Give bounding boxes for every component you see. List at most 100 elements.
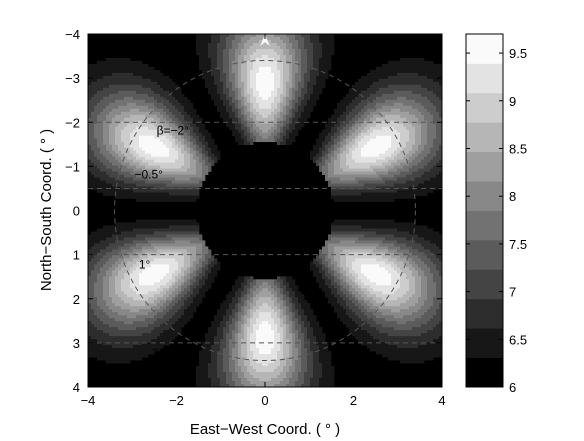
heat-cell: [178, 234, 182, 238]
heat-cell: [295, 114, 299, 119]
heat-cell: [118, 99, 122, 104]
heat-cell: [256, 108, 260, 113]
heat-cell: [298, 114, 302, 119]
heat-cell: [295, 111, 299, 116]
heat-cell: [106, 123, 110, 128]
heat-cell: [163, 195, 167, 199]
heat-cell: [310, 63, 314, 68]
heat-cell: [145, 63, 149, 68]
heat-cell: [367, 234, 371, 238]
heat-cell: [367, 111, 371, 116]
heat-cell: [295, 34, 299, 38]
heat-cell: [403, 114, 407, 119]
heat-cell: [256, 93, 260, 98]
heat-cell: [178, 132, 182, 137]
heat-cell: [376, 117, 380, 122]
heat-cell: [340, 180, 344, 184]
heat-cell: [343, 165, 347, 169]
heat-cell: [193, 171, 197, 175]
heat-cell: [403, 156, 407, 160]
heat-cell: [133, 144, 137, 149]
heat-cell: [127, 114, 131, 119]
heat-cell: [259, 34, 263, 38]
heat-cell: [94, 126, 98, 131]
heat-cell: [97, 69, 101, 74]
heat-cell: [259, 96, 263, 101]
heat-cell: [106, 72, 110, 77]
heat-cell: [274, 84, 278, 89]
heat-cell: [139, 192, 143, 196]
heat-cell: [361, 222, 365, 226]
heat-cell: [154, 219, 158, 223]
heat-cell: [106, 228, 110, 232]
heat-cell: [409, 126, 413, 131]
heat-cell: [424, 132, 428, 137]
heat-cell: [214, 102, 218, 107]
heat-cell: [391, 183, 395, 187]
heat-cell: [364, 231, 368, 235]
heat-cell: [400, 87, 404, 92]
heat-cell: [430, 111, 434, 116]
heat-cell: [346, 198, 350, 202]
heat-cell: [313, 81, 317, 86]
heat-cell: [97, 138, 101, 143]
heat-cell: [184, 192, 188, 196]
heat-cell: [325, 171, 329, 175]
heat-cell: [430, 183, 434, 187]
heat-cell: [121, 132, 125, 137]
heat-cell: [226, 123, 230, 128]
heat-cell: [187, 156, 191, 160]
heat-cell: [292, 138, 296, 143]
heat-cell: [235, 90, 239, 95]
heat-cell: [103, 108, 107, 113]
heat-cell: [262, 54, 266, 59]
heat-cell: [214, 87, 218, 92]
heat-cell: [166, 132, 170, 137]
heat-cell: [382, 102, 386, 107]
heat-cell: [421, 108, 425, 113]
heat-cell: [154, 102, 158, 107]
heat-cell: [142, 150, 146, 155]
heat-cell: [340, 111, 344, 116]
heat-cell: [346, 96, 350, 101]
heat-cell: [187, 114, 191, 119]
heat-cell: [232, 90, 236, 95]
heat-cell: [376, 159, 380, 163]
heat-cell: [307, 96, 311, 101]
heat-cell: [169, 222, 173, 226]
heat-cell: [250, 87, 254, 92]
heat-cell: [340, 156, 344, 160]
heat-cell: [406, 102, 410, 107]
heat-cell: [388, 81, 392, 86]
heat-cell: [202, 153, 206, 157]
heat-cell: [388, 111, 392, 116]
heat-cell: [403, 183, 407, 187]
heat-cell: [193, 186, 197, 190]
heat-cell: [301, 51, 305, 56]
heat-cell: [160, 81, 164, 86]
heat-cell: [109, 141, 113, 146]
heat-cell: [244, 90, 248, 95]
heat-cell: [223, 117, 227, 122]
heat-cell: [391, 75, 395, 80]
heat-cell: [238, 60, 242, 65]
heat-cell: [139, 90, 143, 95]
heat-cell: [370, 219, 374, 223]
heat-cell: [331, 34, 335, 38]
heat-cell: [370, 69, 374, 74]
heat-cell: [157, 162, 161, 166]
heat-cell: [172, 132, 176, 137]
heat-cell: [421, 135, 425, 140]
heat-cell: [136, 111, 140, 116]
heat-cell: [208, 147, 212, 152]
heat-cell: [172, 219, 176, 223]
heat-cell: [205, 171, 209, 175]
heat-cell: [94, 156, 98, 160]
heat-cell: [184, 120, 188, 125]
heat-cell: [388, 177, 392, 181]
heat-cell: [343, 189, 347, 193]
heat-cell: [238, 36, 242, 41]
heat-cell: [241, 138, 245, 143]
heat-cell: [427, 228, 431, 232]
heat-cell: [157, 231, 161, 235]
